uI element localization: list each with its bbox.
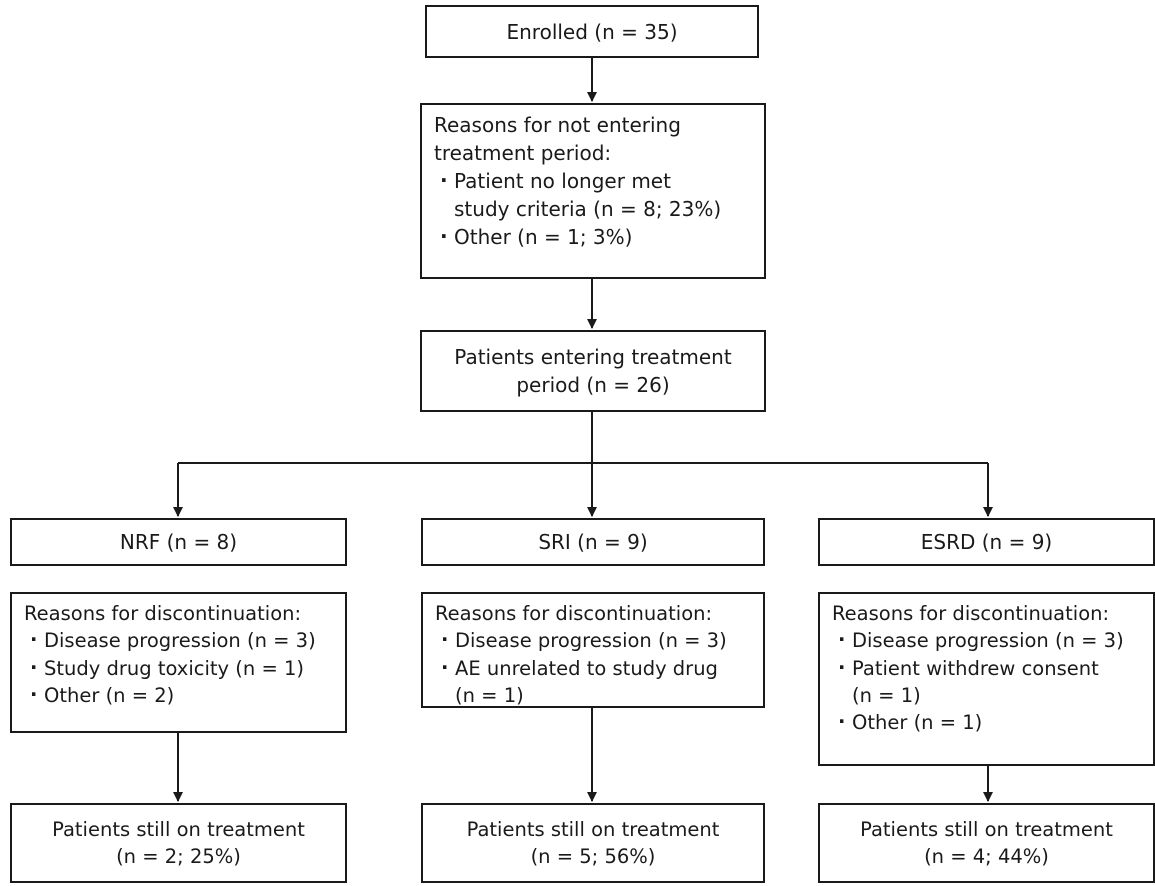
reason-line: Patient no longer met: [454, 169, 671, 193]
entering-treatment-box: Patients entering treatment period (n = …: [420, 330, 766, 412]
nrf-still-on-treatment-box: Patients still on treatment (n = 2; 25%): [10, 803, 347, 883]
reason-item: Other (n = 1): [832, 708, 1153, 736]
not-entering-heading-line-2: treatment period:: [434, 141, 612, 165]
reason-line: (n = 1): [852, 683, 921, 707]
esrd-discontinuation-list: Disease progression (n = 3) Patient with…: [832, 626, 1153, 736]
reason-line: Other (n = 1): [852, 711, 983, 735]
nrf-group-box: NRF (n = 8): [10, 518, 347, 566]
reason-item: Study drug toxicity (n = 1): [24, 654, 345, 682]
reason-item: Disease progression (n = 3): [24, 626, 345, 654]
entering-line-2: period (n = 26): [516, 373, 670, 397]
still-on-line-1: Patients still on treatment: [466, 817, 720, 841]
not-entering-reason-list: Patient no longer met study criteria (n …: [434, 166, 764, 251]
nrf-discontinuation-list: Disease progression (n = 3) Study drug t…: [24, 626, 345, 709]
not-entering-heading-line-1: Reasons for not entering: [434, 113, 681, 137]
reason-item-no-longer-met-criteria: Patient no longer met study criteria (n …: [434, 166, 764, 223]
reason-item: Disease progression (n = 3): [435, 626, 763, 654]
reason-item: Disease progression (n = 3): [832, 626, 1153, 654]
sri-group-box: SRI (n = 9): [421, 518, 765, 566]
sri-discontinuation-heading: Reasons for discontinuation:: [435, 602, 713, 625]
still-on-line-1: Patients still on treatment: [52, 817, 305, 841]
reason-line: Study drug toxicity (n = 1): [44, 656, 305, 680]
still-on-line-2: (n = 2; 25%): [116, 845, 241, 868]
sri-group-label: SRI (n = 9): [538, 530, 648, 554]
not-entering-reasons-box: Reasons for not entering treatment perio…: [420, 103, 766, 279]
still-on-line-1: Patients still on treatment: [860, 817, 1113, 841]
still-on-line-2: (n = 4; 44%): [924, 845, 1049, 868]
reason-item: Other (n = 2): [24, 681, 345, 709]
still-on-line-2: (n = 5; 56%): [530, 845, 656, 868]
reason-line: Disease progression (n = 3): [455, 629, 727, 653]
reason-line: (n = 1): [455, 683, 524, 707]
sri-discontinuation-list: Disease progression (n = 3) AE unrelated…: [435, 626, 763, 710]
esrd-discontinuation-heading: Reasons for discontinuation:: [832, 602, 1110, 625]
reason-line: Disease progression (n = 3): [44, 629, 316, 653]
reason-item: Patient withdrew consent (n = 1): [832, 654, 1153, 710]
esrd-discontinuation-box: Reasons for discontinuation: Disease pro…: [818, 592, 1155, 766]
esrd-group-box: ESRD (n = 9): [818, 518, 1155, 566]
nrf-group-label: NRF (n = 8): [119, 530, 238, 554]
sri-still-on-treatment-box: Patients still on treatment (n = 5; 56%): [421, 803, 765, 883]
reason-item-other: Other (n = 1; 3%): [434, 222, 764, 251]
sri-discontinuation-box: Reasons for discontinuation: Disease pro…: [421, 592, 765, 708]
reason-item: AE unrelated to study drug (n = 1): [435, 654, 763, 710]
reason-line: AE unrelated to study drug: [455, 656, 718, 680]
esrd-group-label: ESRD (n = 9): [920, 530, 1053, 554]
reason-line: study criteria (n = 8; 23%): [454, 197, 722, 221]
reason-line: Other (n = 2): [44, 683, 175, 707]
nrf-discontinuation-box: Reasons for discontinuation: Disease pro…: [10, 592, 347, 733]
enrolled-box: Enrolled (n = 35): [425, 5, 759, 58]
reason-line: Patient withdrew consent: [852, 656, 1099, 680]
esrd-still-on-treatment-box: Patients still on treatment (n = 4; 44%): [818, 803, 1155, 883]
entering-line-1: Patients entering treatment: [454, 345, 732, 369]
enrolled-label: Enrolled (n = 35): [506, 19, 678, 44]
nrf-discontinuation-heading: Reasons for discontinuation:: [24, 602, 302, 625]
reason-line: Other (n = 1; 3%): [454, 225, 633, 249]
reason-line: Disease progression (n = 3): [852, 629, 1124, 653]
